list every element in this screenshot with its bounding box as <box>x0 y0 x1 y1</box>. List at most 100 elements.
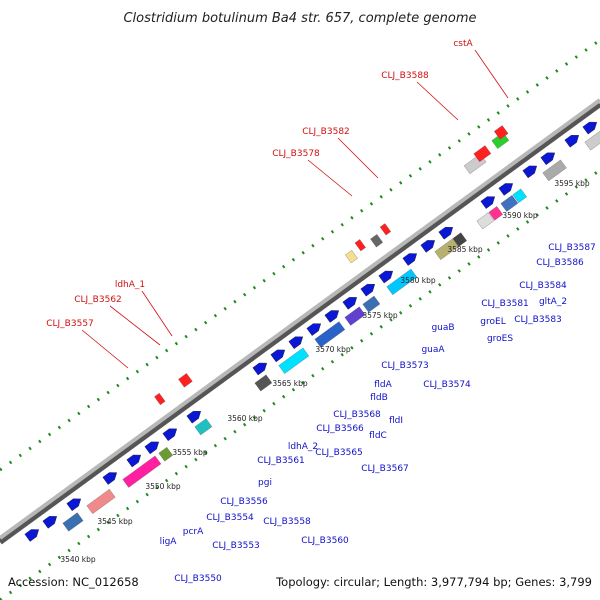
forward-gene-3 <box>66 498 82 512</box>
forward-gene-19 <box>438 227 454 240</box>
gene-label-top: CLJ_B3588 <box>381 71 429 81</box>
gene-label-bottom: CLJ_B3574 <box>423 380 471 390</box>
gene-label-bottom: ldhA_2 <box>288 442 318 452</box>
gene-label-top: CLJ_B3578 <box>272 149 320 159</box>
colored-gene-7 <box>278 347 310 374</box>
gene-label-bottom: CLJ_B3566 <box>316 424 364 434</box>
gene-label-bottom: CLJ_B3587 <box>548 243 596 253</box>
leader-line <box>81 329 129 369</box>
accession-text: Accession: NC_012658 <box>8 575 139 589</box>
colored-gene-13 <box>452 232 467 247</box>
reverse-gene-4 <box>354 239 366 252</box>
summary-text: Topology: circular; Length: 3,977,794 bp… <box>275 575 592 589</box>
forward-gene-24 <box>564 135 580 148</box>
gene-label-bottom: CLJ_B3553 <box>212 541 260 551</box>
forward-gene-20 <box>480 196 496 209</box>
gene-labels: cstA CLJ_B3588 CLJ_B3582 CLJ_B3578 ldhA_1 CLJ… <box>46 39 596 584</box>
colored-gene-6 <box>254 374 273 392</box>
reverse-gene-6 <box>379 223 392 236</box>
gene-label-bottom: CLJ_B3573 <box>381 361 429 371</box>
forward-gene-8 <box>186 411 202 424</box>
colored-gene-10 <box>362 295 381 313</box>
gene-label-bottom: CLJ_B3561 <box>257 456 305 466</box>
gene-label-bottom: CLJ_B3554 <box>206 513 254 523</box>
forward-gene-15 <box>360 283 376 297</box>
reverse-gene-8 <box>473 145 492 163</box>
reverse-gene-5 <box>370 234 383 248</box>
reverse-gene-9 <box>491 132 510 149</box>
leader-line <box>416 81 459 121</box>
colored-gene-15 <box>488 206 503 221</box>
scale-label: 3560 kbp <box>227 414 263 423</box>
leader-line <box>474 49 509 99</box>
forward-gene-7 <box>162 428 178 441</box>
gene-label-bottom: CLJ_B3550 <box>174 574 222 584</box>
colored-gene-18 <box>542 159 567 182</box>
forward-gene-11 <box>288 336 304 350</box>
forward-gene-18 <box>420 240 436 253</box>
leader-line <box>337 137 379 179</box>
colored-gene-2 <box>86 488 116 514</box>
scale-label: 3545 kbp <box>97 517 133 526</box>
gene-label-bottom: groES <box>487 334 513 344</box>
forward-gene-16 <box>378 270 394 284</box>
forward-gene-23 <box>540 152 556 166</box>
reverse-gene-1 <box>154 392 166 406</box>
reverse-gene-2 <box>178 373 193 388</box>
gene-label-bottom: CLJ_B3565 <box>315 448 363 458</box>
colored-gene-9 <box>344 306 366 326</box>
genome-backbone-shadow <box>0 101 600 545</box>
scale-label: 3575 kbp <box>362 311 398 320</box>
gene-label-bottom: CLJ_B3583 <box>514 315 562 325</box>
colored-gene-12 <box>434 238 459 260</box>
forward-gene-14 <box>342 297 358 310</box>
gene-label-bottom: pgi <box>258 478 272 488</box>
colored-gene-3 <box>122 455 162 488</box>
gene-features <box>24 121 600 542</box>
scale-label: 3570 kbp <box>315 345 351 354</box>
gene-label-top: ldhA_1 <box>115 280 145 290</box>
gene-label-bottom: CLJ_B3567 <box>361 464 409 474</box>
colored-gene-1 <box>62 512 84 532</box>
gene-label-bottom: CLJ_B3581 <box>481 299 529 309</box>
gene-label-bottom: pcrA <box>183 527 204 537</box>
colored-gene-11 <box>386 268 418 295</box>
scale-label: 3555 kbp <box>172 448 208 457</box>
gene-label-bottom: fldB <box>370 393 388 403</box>
scale-label: 3565 kbp <box>272 379 308 388</box>
forward-gene-4 <box>102 472 118 485</box>
scale-labels: 3540 kbp 3545 kbp 3550 kbp 3555 kbp 3560 kbp… <box>60 179 590 564</box>
leader-line <box>109 305 161 346</box>
forward-gene-9 <box>252 362 268 376</box>
colored-gene-16 <box>500 195 519 212</box>
scale-label: 3590 kbp <box>502 211 538 220</box>
gene-label-bottom: CLJ_B3568 <box>333 410 381 420</box>
forward-gene-25 <box>582 121 598 135</box>
gene-label-bottom: CLJ_B3584 <box>519 281 567 291</box>
scale-label: 3550 kbp <box>145 482 181 491</box>
gene-label-bottom: CLJ_B3558 <box>263 517 311 527</box>
outer-dotted-guide <box>0 38 600 472</box>
gene-label-bottom: guaB <box>431 323 454 333</box>
forward-gene-21 <box>498 183 514 196</box>
forward-gene-12 <box>306 323 322 336</box>
gene-label-top: CLJ_B3557 <box>46 319 94 329</box>
forward-gene-1 <box>24 529 40 542</box>
forward-gene-2 <box>42 516 58 529</box>
scale-label: 3580 kbp <box>400 276 436 285</box>
genome-backbone <box>0 98 600 540</box>
colored-gene-17 <box>512 188 527 204</box>
forward-gene-6 <box>144 441 160 455</box>
gene-label-bottom: ligA <box>160 537 178 547</box>
gene-label-bottom: fldC <box>369 431 387 441</box>
map-title: Clostridium botulinum Ba4 str. 657, comp… <box>123 11 476 26</box>
gene-label-bottom: CLJ_B3586 <box>536 258 584 268</box>
colored-gene-14 <box>476 212 495 230</box>
gene-label-bottom: CLJ_B3556 <box>220 497 268 507</box>
colored-gene-4 <box>158 447 173 462</box>
gene-label-top: cstA <box>453 39 473 49</box>
scale-label: 3595 kbp <box>554 179 590 188</box>
gene-label-bottom: fldI <box>389 416 403 426</box>
colored-gene-5 <box>194 418 213 436</box>
